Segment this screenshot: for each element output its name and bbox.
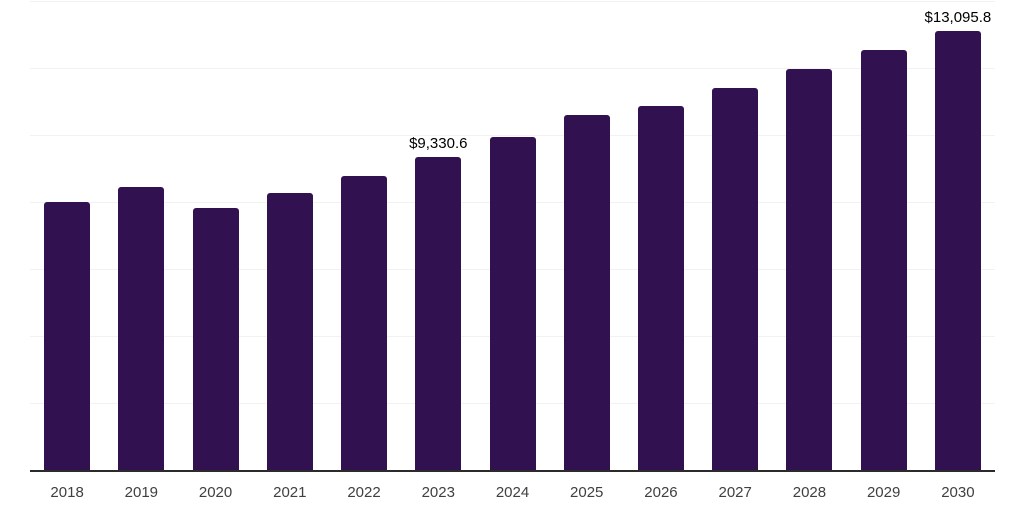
x-tick-label-2021: 2021 — [273, 484, 307, 501]
x-tick-label-2020: 2020 — [198, 484, 233, 501]
x-tick-label-2025: 2025 — [570, 484, 604, 501]
x-tick-label-2023: 2023 — [421, 484, 455, 501]
bar-2020 — [192, 208, 239, 470]
bar-2021 — [266, 193, 313, 470]
x-tick-label-2027: 2027 — [718, 484, 752, 501]
plot-area: $9,330.6 $13,095.8 — [30, 0, 995, 470]
bar-2019 — [118, 186, 165, 470]
data-label-2030: $13,095.8 — [924, 9, 992, 27]
gridline-14000 — [30, 1, 995, 2]
x-tick-label-2029: 2029 — [866, 484, 901, 501]
bar-2018 — [44, 201, 91, 470]
bar-2025 — [563, 114, 610, 470]
bar-2022 — [341, 175, 388, 470]
x-tick-label-2022: 2022 — [347, 484, 381, 501]
x-tick-label-2018: 2018 — [50, 484, 84, 501]
x-tick-label-2028: 2028 — [792, 484, 827, 501]
data-label-2023: $9,330.6 — [409, 135, 468, 153]
bar-2026 — [637, 105, 684, 470]
bar-2023 — [415, 157, 462, 470]
x-tick-label-2026: 2026 — [644, 484, 678, 501]
x-tick-label-2019: 2019 — [124, 484, 159, 501]
bar-2028 — [786, 69, 833, 470]
bar-2030 — [934, 31, 981, 470]
x-tick-label-2024: 2024 — [495, 484, 530, 501]
bar-2027 — [712, 88, 759, 470]
x-tick-label-2030: 2030 — [941, 484, 975, 501]
bar-2024 — [489, 137, 536, 470]
bar-2029 — [860, 49, 907, 470]
gridline-10000 — [30, 135, 995, 136]
gridline-12000 — [30, 68, 995, 69]
x-axis-line — [30, 470, 995, 472]
